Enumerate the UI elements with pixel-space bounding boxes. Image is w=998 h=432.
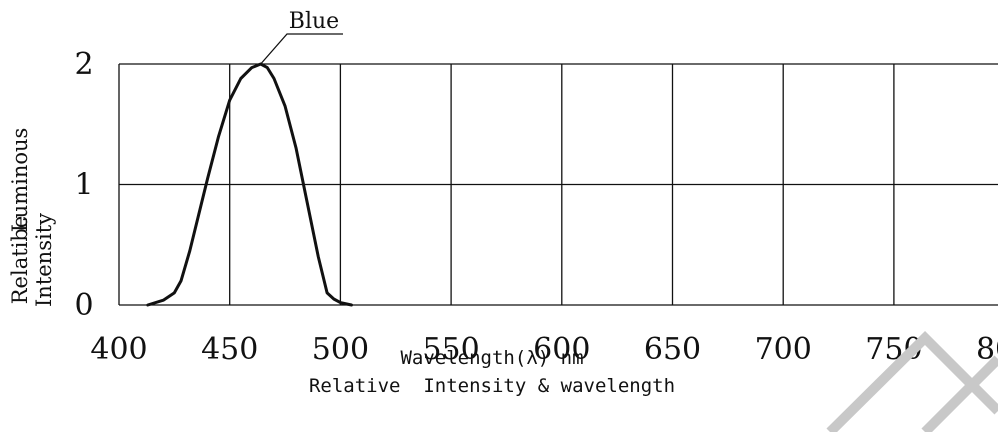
annotation-leader-0: [260, 33, 343, 65]
annotation-label-0: Blue: [289, 9, 339, 34]
y-axis-label-line-1: Luminous: [8, 128, 32, 233]
series-annotation: Blue: [260, 9, 343, 65]
x-tick-label-550: 550: [422, 332, 479, 367]
x-tick-labels: 400450500550600650700750800: [90, 332, 998, 367]
y-tick-labels: 0 1 2: [74, 47, 93, 323]
y-tick-label-0: 0: [74, 288, 93, 323]
y-axis-label-line-2: Relatibe: [8, 216, 32, 305]
x-tick-label-500: 500: [312, 332, 369, 367]
chart-caption: Relative Intensity & wavelength: [309, 375, 675, 397]
series-line-blue: [146, 62, 353, 307]
x-tick-label-600: 600: [533, 332, 590, 367]
x-tick-label-650: 650: [644, 332, 701, 367]
y-tick-label-1: 1: [74, 168, 93, 203]
curves: [146, 62, 353, 307]
x-axis-label: Wavelength(λ) nm: [400, 347, 583, 369]
grid: [118, 63, 998, 306]
x-tick-label-400: 400: [90, 332, 147, 367]
x-tick-label-450: 450: [201, 332, 258, 367]
x-tick-label-700: 700: [755, 332, 812, 367]
watermark: [826, 330, 998, 432]
y-axis-label-line-3: Intensity: [32, 213, 56, 307]
watermark-mark: [921, 355, 998, 432]
y-tick-label-2: 2: [74, 47, 93, 82]
